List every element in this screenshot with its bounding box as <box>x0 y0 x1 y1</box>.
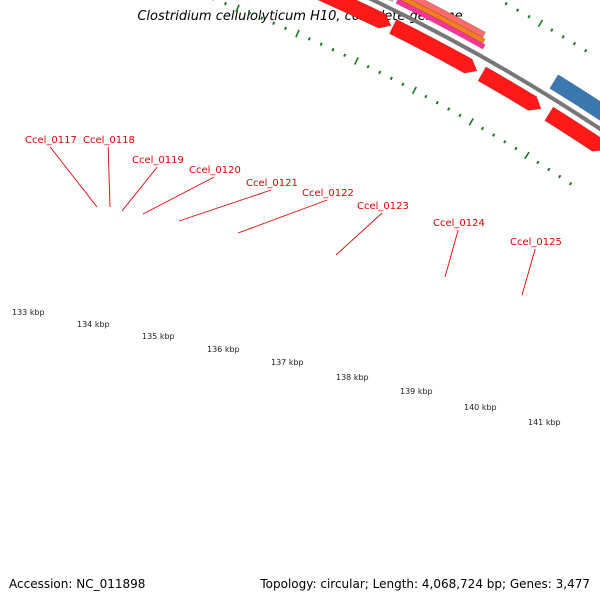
leader-line <box>444 229 459 278</box>
inner-minor-tick <box>503 139 507 144</box>
leader-line <box>121 166 158 212</box>
inner-minor-tick <box>319 42 323 47</box>
gene-label: Ccel_0124 <box>433 218 485 229</box>
inner-minor-tick <box>424 94 428 99</box>
outer-minor-tick <box>550 28 554 32</box>
inner-minor-tick <box>480 126 485 131</box>
outer-minor-tick <box>572 41 577 46</box>
gene-label: Ccel_0121 <box>246 178 298 189</box>
kbp-label: 133 kbp <box>12 308 45 317</box>
outer-minor-tick <box>561 35 565 39</box>
inner-minor-tick <box>401 82 405 87</box>
pseudogene-block <box>388 0 394 3</box>
kbp-label: 139 kbp <box>400 387 433 396</box>
backbone-line <box>368 0 600 132</box>
genome-summary-text: Topology: circular; Length: 4,068,724 bp… <box>260 577 590 591</box>
gene-arrow <box>544 106 600 152</box>
inner-tick-ring <box>212 0 573 186</box>
leader-line <box>178 189 272 222</box>
leader-line <box>237 199 328 234</box>
outer-minor-tick <box>515 8 520 12</box>
gene-arrow <box>317 0 392 29</box>
blue-feature-block <box>549 74 600 121</box>
inner-major-tick <box>295 29 300 38</box>
outer-minor-tick <box>584 48 588 53</box>
gene-label: Ccel_0120 <box>189 165 241 176</box>
gene-label: Ccel_0123 <box>357 201 409 212</box>
inner-minor-tick <box>514 146 518 151</box>
kbp-label: 137 kbp <box>271 358 304 367</box>
accession-text: Accession: NC_011898 <box>9 577 146 591</box>
inner-minor-tick <box>366 64 370 69</box>
kbp-label: 136 kbp <box>207 345 240 354</box>
gene-arrow <box>389 18 478 74</box>
inner-minor-tick <box>447 107 451 111</box>
outer-major-tick <box>537 19 544 28</box>
inner-minor-tick <box>547 167 551 172</box>
gene-arrow <box>477 66 542 111</box>
gene-label: Ccel_0125 <box>510 237 562 248</box>
gene-label: Ccel_0117 <box>25 135 77 146</box>
gene-label: Ccel_0118 <box>83 135 135 146</box>
leader-line <box>49 146 98 208</box>
inner-minor-tick <box>536 160 540 165</box>
inner-major-tick <box>411 86 417 95</box>
kbp-label: 141 kbp <box>528 418 561 427</box>
gene-callouts: Ccel_0117 Ccel_0118 Ccel_0119 Ccel_0120 Ccel… <box>25 135 562 296</box>
inner-minor-tick <box>248 11 252 16</box>
kbp-label: 138 kbp <box>336 373 369 382</box>
inner-minor-tick <box>458 113 462 118</box>
gene-features <box>317 0 600 152</box>
inner-major-tick <box>468 118 474 126</box>
leader-line <box>142 176 215 215</box>
inner-minor-tick <box>378 70 382 75</box>
inner-minor-tick <box>307 37 311 41</box>
kbp-label: 140 kbp <box>464 403 497 412</box>
rna-feature-stripe <box>395 0 486 50</box>
inner-minor-tick <box>435 100 439 105</box>
inner-minor-tick <box>260 16 264 20</box>
gene-label: Ccel_0119 <box>132 155 184 166</box>
outer-minor-tick <box>504 1 508 6</box>
inner-minor-tick <box>224 1 227 6</box>
inner-minor-tick <box>284 26 288 31</box>
kbp-axis-labels: 133 kbp 134 kbp 135 kbp 136 kbp 137 kbp 138 k… <box>12 308 561 427</box>
inner-major-tick <box>235 4 240 13</box>
inner-minor-tick <box>492 133 496 137</box>
outer-minor-tick <box>527 14 531 19</box>
inner-minor-tick <box>343 53 347 58</box>
genome-backbone <box>368 0 600 132</box>
rna-feature-stripe <box>399 0 486 44</box>
leader-line <box>335 212 383 256</box>
inner-major-tick <box>353 56 359 65</box>
leader-line <box>107 146 111 208</box>
kbp-label: 134 kbp <box>77 320 110 329</box>
inner-minor-tick <box>389 76 393 81</box>
gene-label: Ccel_0122 <box>302 188 354 199</box>
rna-feature-stripe <box>410 0 486 38</box>
kbp-label: 135 kbp <box>142 332 175 341</box>
inner-major-tick <box>524 151 530 160</box>
outer-tick-ring <box>504 1 588 53</box>
inner-minor-tick <box>331 47 335 52</box>
inner-minor-tick <box>558 174 562 179</box>
inner-minor-tick <box>272 21 276 25</box>
leader-line <box>521 248 536 296</box>
inner-minor-tick <box>568 181 573 186</box>
